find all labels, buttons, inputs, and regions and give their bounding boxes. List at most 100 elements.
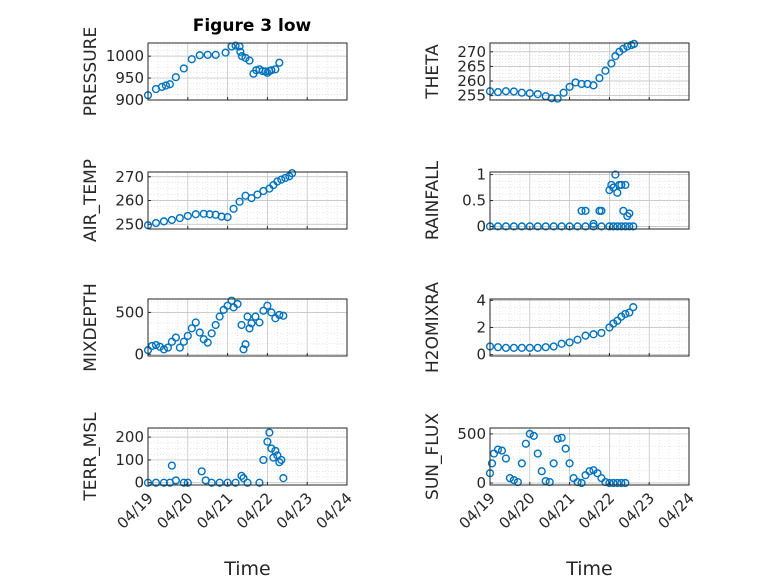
- data-point: [549, 342, 558, 351]
- data-point: [187, 55, 196, 64]
- data-point: [205, 210, 214, 219]
- axes-box: [147, 42, 348, 101]
- y-tick-label: 260: [457, 72, 486, 90]
- data-point: [621, 180, 630, 190]
- data-point: [541, 222, 550, 231]
- data-point: [235, 197, 244, 206]
- data-point: [625, 209, 634, 218]
- data-point: [259, 306, 268, 315]
- data-point: [237, 320, 246, 330]
- data-point: [581, 222, 590, 231]
- x-tick-label: 04/23: [273, 489, 316, 532]
- y-tick-label: 0: [134, 474, 144, 492]
- data-point: [629, 303, 638, 312]
- data-point: [605, 222, 614, 231]
- y-tick-label: 200: [115, 428, 144, 446]
- axes-box: [147, 427, 348, 486]
- data-point: [217, 212, 226, 221]
- data-point: [175, 213, 184, 223]
- data-point: [629, 222, 638, 231]
- data-point: [263, 437, 272, 446]
- data-point: [573, 335, 582, 344]
- data-point: [529, 431, 538, 440]
- y-tick-label: 4: [476, 291, 486, 309]
- data-point: [245, 324, 254, 333]
- data-point: [607, 59, 616, 68]
- data-point: [521, 439, 530, 448]
- data-point: [263, 301, 272, 310]
- data-point: [183, 331, 192, 340]
- x-tick-label: 04/20: [153, 489, 196, 532]
- x-tick-label: 04/23: [615, 489, 658, 532]
- data-point: [577, 478, 586, 488]
- data-point: [231, 478, 240, 487]
- data-point: [493, 445, 503, 454]
- data-point: [191, 210, 200, 219]
- data-point: [195, 51, 204, 60]
- data-point: [577, 79, 586, 89]
- data-point: [617, 222, 626, 231]
- data-point: [525, 89, 534, 98]
- x-tick-label: 04/24: [313, 489, 356, 532]
- data-point: [517, 459, 526, 468]
- data-point: [609, 222, 618, 231]
- axes-box: [147, 298, 348, 357]
- data-point: [281, 173, 290, 183]
- data-point: [211, 320, 220, 330]
- data-point: [619, 44, 628, 53]
- y-tick-label: 2: [476, 319, 486, 337]
- data-point: [161, 81, 171, 90]
- data-point: [223, 213, 232, 222]
- y-tick-label: 0: [476, 217, 486, 235]
- data-point: [525, 343, 534, 352]
- data-point: [203, 338, 212, 347]
- data-point: [509, 343, 518, 352]
- data-point: [509, 87, 518, 96]
- data-point: [207, 478, 216, 487]
- data-point: [629, 39, 639, 48]
- data-point: [617, 180, 626, 190]
- data-point: [533, 449, 542, 458]
- y-tick-label: 0.5: [462, 192, 486, 210]
- data-point: [159, 478, 169, 487]
- y-axis-label: H2OMIXRA: [423, 282, 443, 373]
- data-point: [175, 343, 184, 352]
- data-point: [525, 429, 534, 438]
- data-point: [501, 343, 511, 352]
- data-point: [533, 343, 542, 352]
- data-point: [167, 215, 176, 225]
- y-tick-label: 100: [115, 451, 144, 469]
- data-point: [147, 341, 157, 351]
- x-tick-label: 04/22: [575, 489, 618, 532]
- data-point: [501, 222, 511, 231]
- data-point: [621, 222, 630, 231]
- data-point: [585, 467, 594, 476]
- data-point: [621, 309, 630, 319]
- data-point: [203, 50, 212, 59]
- x-tick-label: 04/21: [535, 489, 578, 532]
- data-point: [179, 478, 188, 487]
- subplot-mixdepth: 0 500 MIXDEPTH: [81, 283, 348, 372]
- y-tick-label: 0: [134, 345, 144, 363]
- data-point: [565, 459, 574, 468]
- data-point: [236, 47, 245, 56]
- data-point: [221, 48, 230, 57]
- y-tick-label: 1: [476, 166, 486, 184]
- axes-box: [489, 427, 690, 486]
- data-point: [233, 299, 242, 309]
- data-point: [589, 81, 598, 90]
- data-point: [241, 340, 250, 349]
- data-point: [255, 318, 264, 327]
- data-point: [191, 318, 200, 327]
- data-point: [279, 474, 288, 483]
- data-point: [517, 343, 526, 352]
- data-point: [553, 434, 562, 443]
- data-point: [557, 339, 566, 348]
- data-point: [151, 218, 161, 228]
- y-tick-label: 270: [115, 168, 144, 186]
- data-point: [199, 209, 208, 218]
- data-point: [171, 476, 180, 485]
- data-point: [487, 459, 497, 468]
- data-point: [239, 474, 248, 483]
